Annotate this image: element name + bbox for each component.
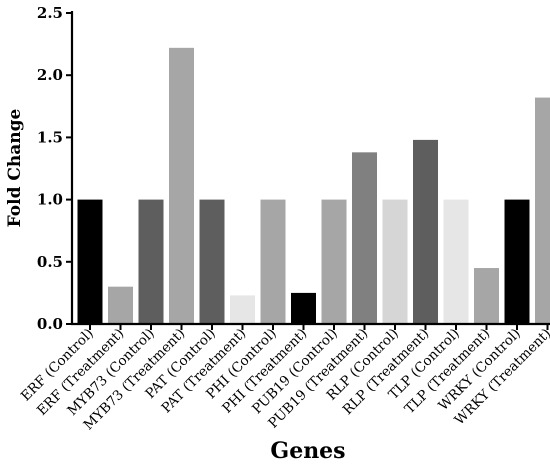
bar-13	[444, 200, 469, 324]
bar-1	[78, 200, 103, 324]
y-tick-label: 1.0	[37, 191, 63, 209]
bar-5	[200, 200, 225, 324]
y-tick-label: 0.5	[37, 253, 63, 271]
bar-6	[230, 295, 255, 324]
bar-12	[413, 140, 438, 324]
y-tick-label: 2.0	[37, 66, 63, 84]
bar-8	[291, 293, 316, 324]
bar-3	[139, 200, 164, 324]
y-tick-label: 1.5	[37, 128, 63, 146]
bar-14	[474, 268, 499, 324]
bar-10	[352, 152, 377, 324]
x-axis-title: Genes	[270, 438, 345, 464]
y-tick-label: 2.5	[37, 4, 63, 22]
bar-2	[108, 287, 133, 324]
x-axis: ERF (Control)ERF (Treatment)MYB73 (Contr…	[18, 324, 550, 433]
bar-16	[535, 98, 550, 324]
y-axis: 0.0 0.5 1.0 1.5 2.0 2.5	[37, 4, 72, 333]
bar-4	[169, 48, 194, 324]
y-tick-label: 0.0	[37, 315, 63, 333]
y-axis-title: Fold Change	[5, 108, 25, 227]
bar-7	[261, 200, 286, 324]
bar-9	[322, 200, 347, 324]
bars-group	[78, 48, 550, 324]
bar-15	[505, 200, 530, 324]
bar-11	[383, 200, 408, 324]
